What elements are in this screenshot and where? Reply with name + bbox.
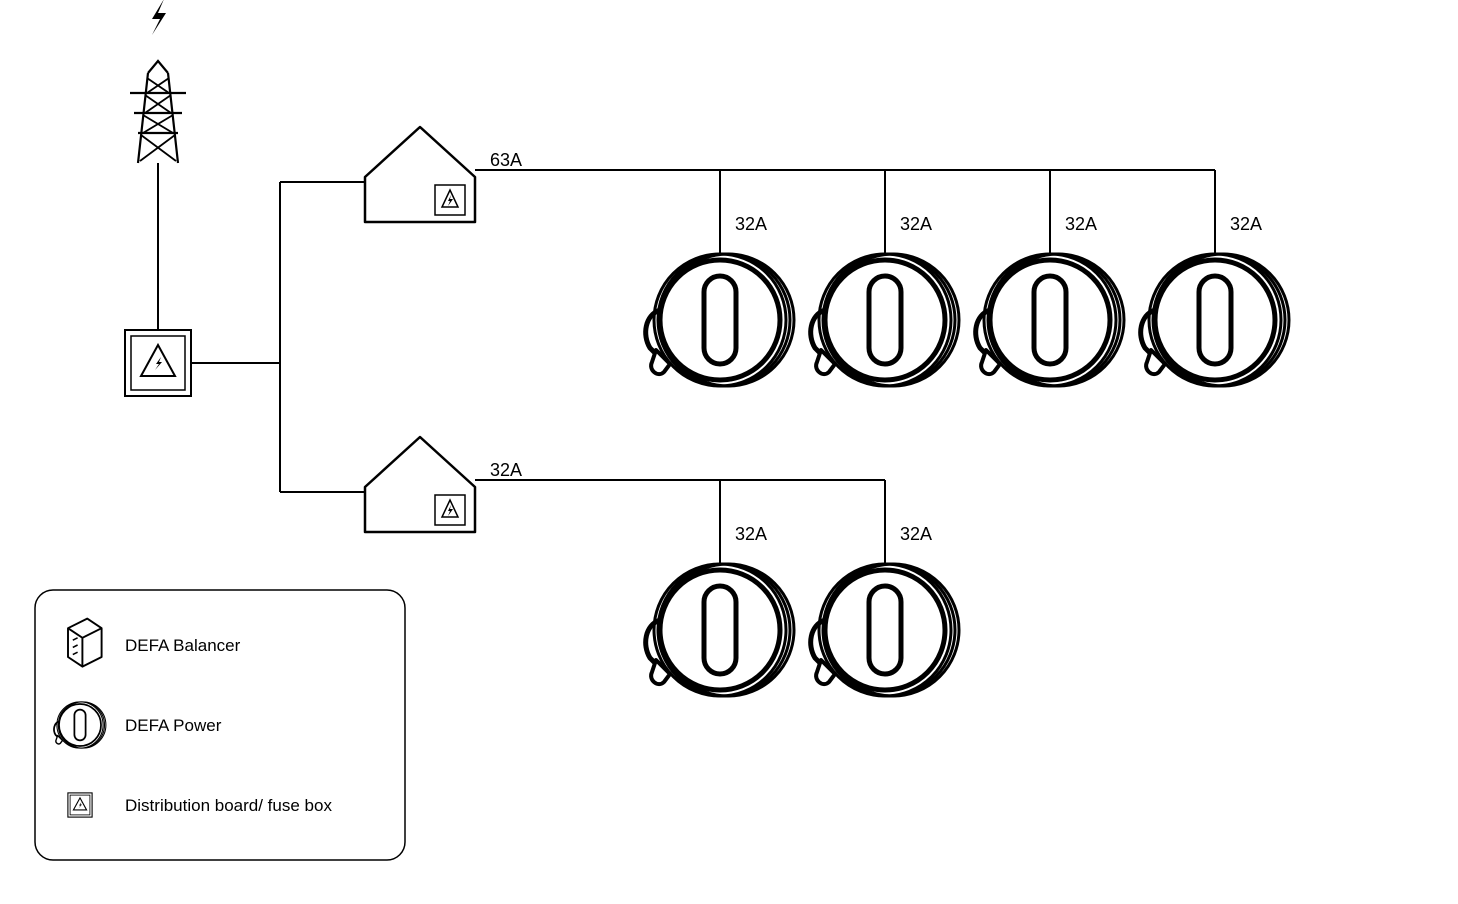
house-1 <box>365 437 475 532</box>
charger-0-3-rating: 32A <box>1230 214 1262 234</box>
legend: DEFA Balancer DEFA Power Distribution boar… <box>35 590 405 860</box>
main-fuse-box <box>125 330 191 396</box>
charger-0-0 <box>646 254 794 386</box>
charger-0-1-rating: 32A <box>900 214 932 234</box>
charger-1-1-rating: 32A <box>900 524 932 544</box>
house-1-rating: 32A <box>490 460 522 480</box>
legend-label-power: DEFA Power <box>125 716 222 735</box>
charger-0-0-rating: 32A <box>735 214 767 234</box>
house-0-rating: 63A <box>490 150 522 170</box>
charger-0-1 <box>811 254 959 386</box>
legend-icon-balancer <box>68 619 102 667</box>
charger-1-1 <box>811 564 959 696</box>
charger-1-0 <box>646 564 794 696</box>
charger-0-3 <box>1141 254 1289 386</box>
legend-icon-fusebox <box>68 793 92 817</box>
legend-label-balancer: DEFA Balancer <box>125 636 241 655</box>
lightning-icon <box>152 0 166 35</box>
charger-1-0-rating: 32A <box>735 524 767 544</box>
charger-0-2-rating: 32A <box>1065 214 1097 234</box>
legend-label-fusebox: Distribution board/ fuse box <box>125 796 332 815</box>
charger-0-2 <box>976 254 1124 386</box>
house-0 <box>365 127 475 222</box>
pylon-icon <box>130 61 186 163</box>
